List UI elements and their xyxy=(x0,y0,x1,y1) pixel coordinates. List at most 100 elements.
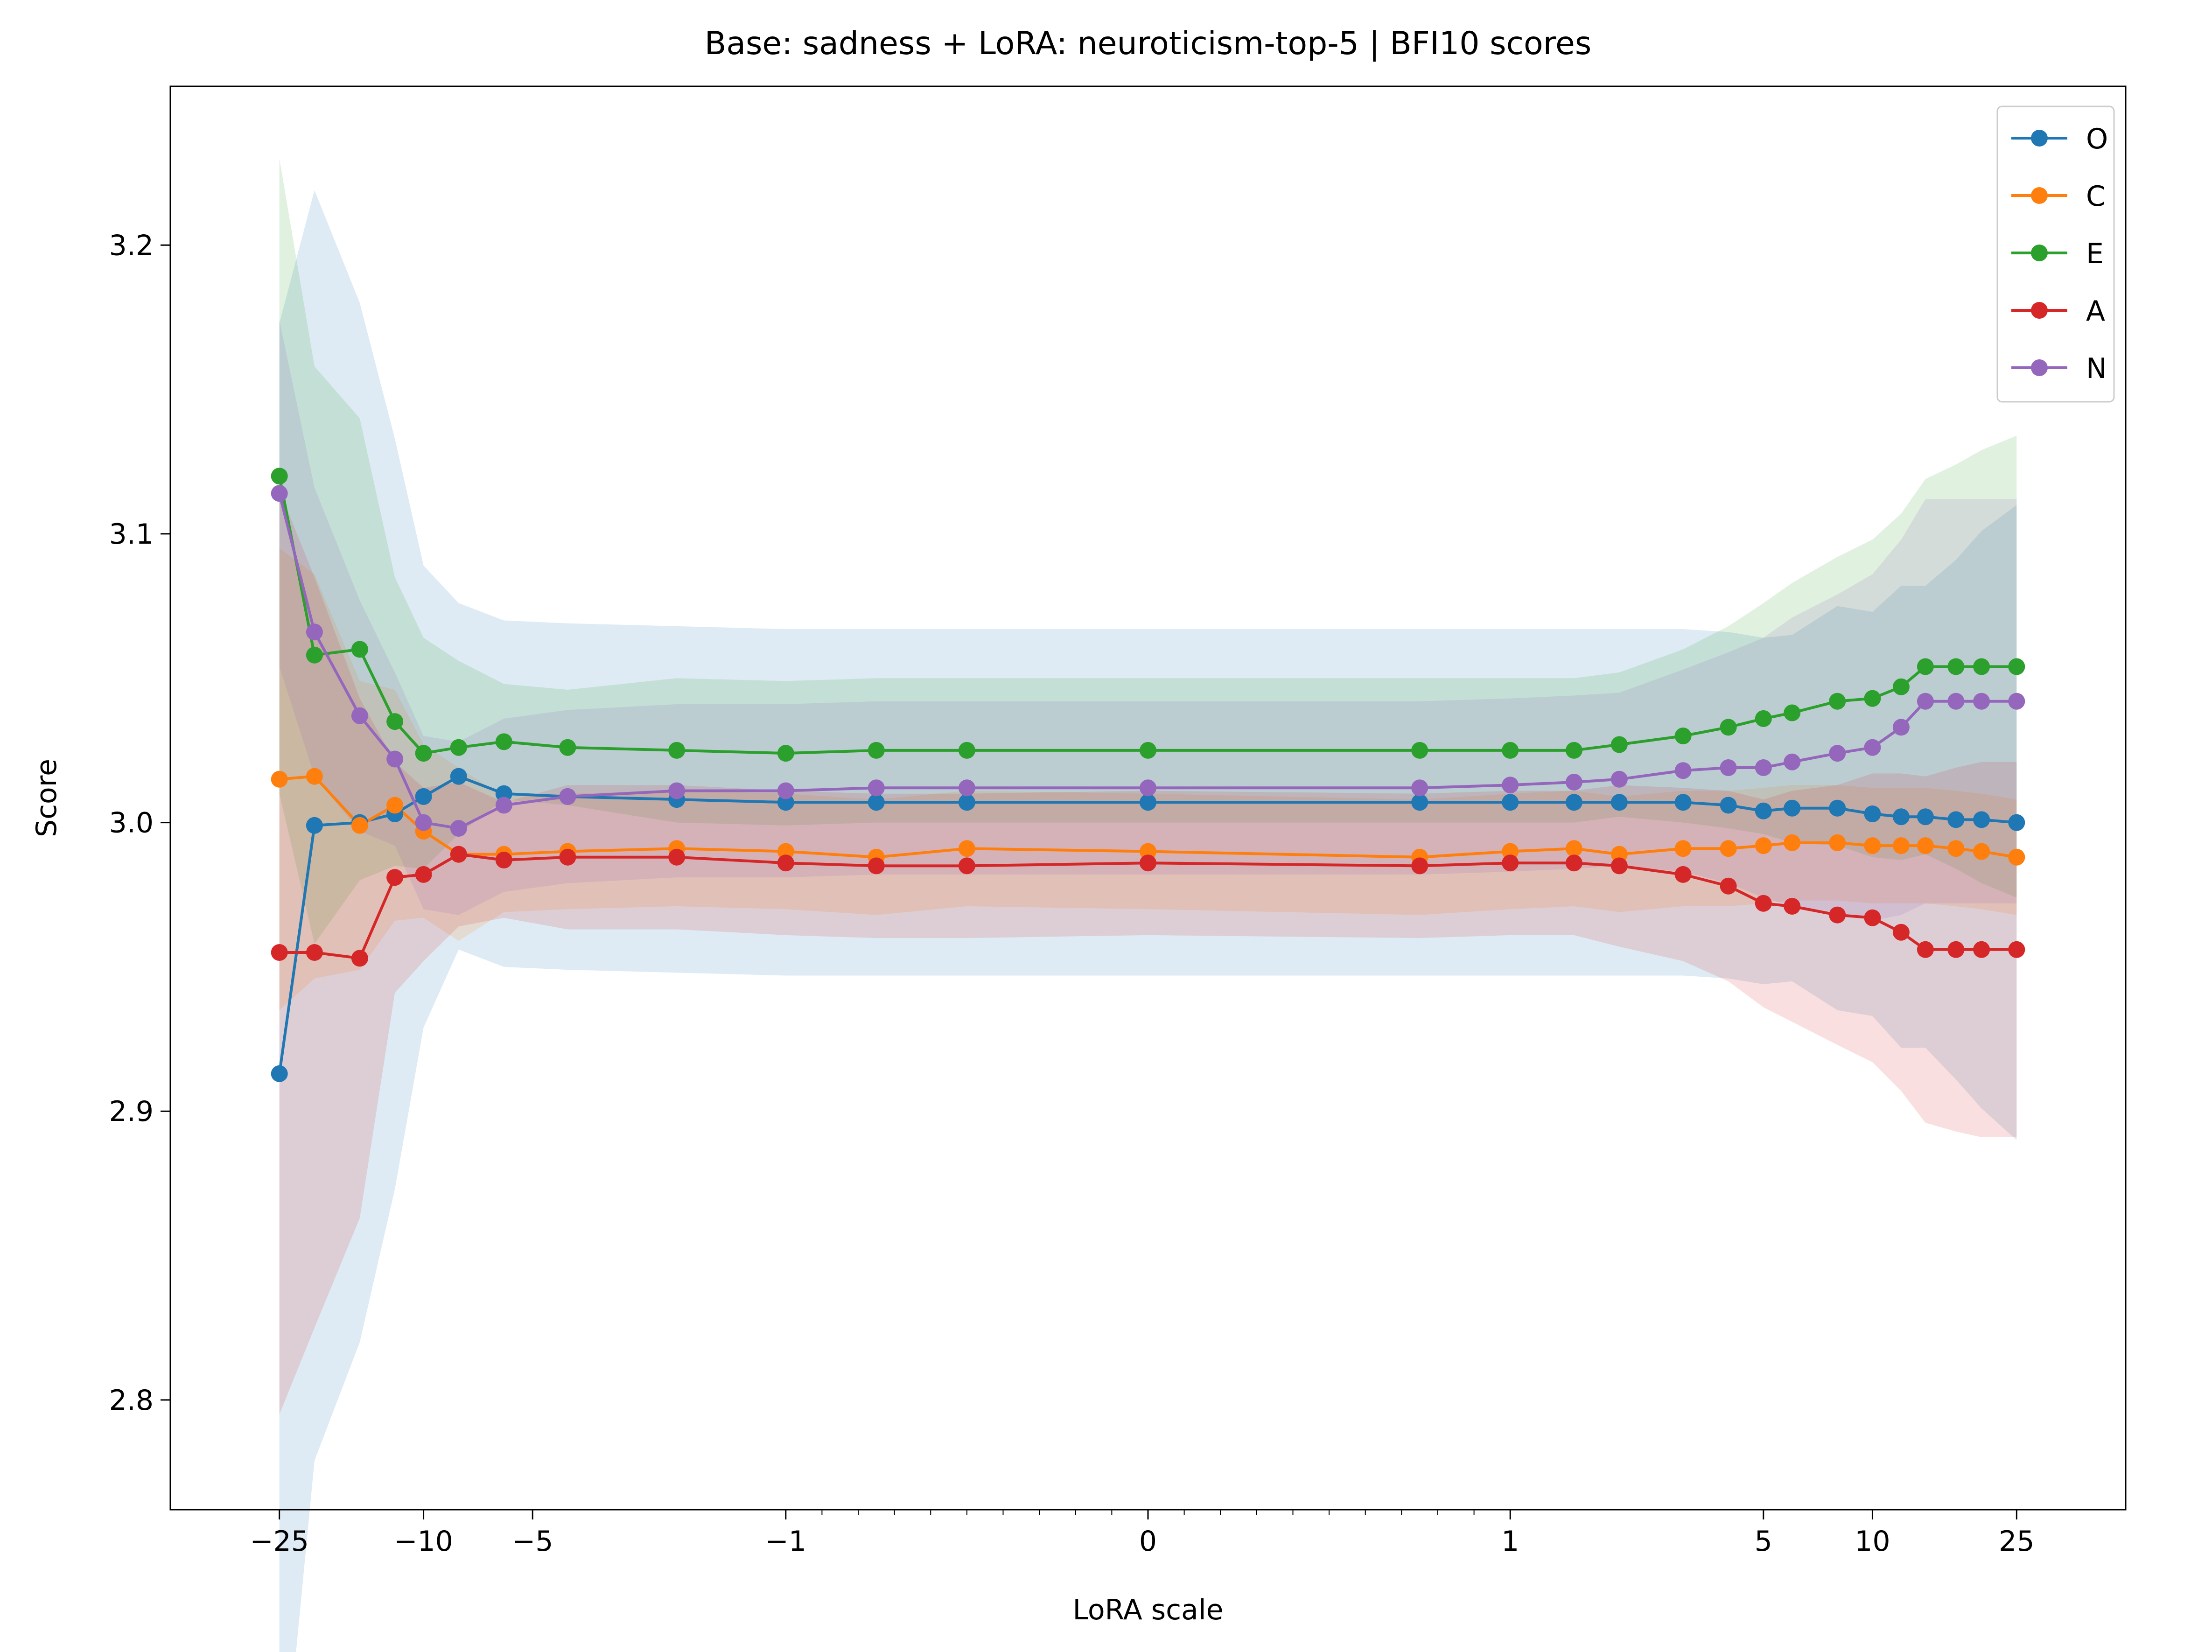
point-a xyxy=(1829,907,1846,924)
point-e xyxy=(1973,658,1990,675)
point-a xyxy=(1864,910,1881,926)
point-n xyxy=(777,783,794,799)
x-tick-label: 25 xyxy=(1999,1525,2034,1558)
point-a xyxy=(1411,857,1428,874)
point-o xyxy=(1611,794,1628,811)
point-e xyxy=(1864,690,1881,707)
point-c xyxy=(1720,840,1737,857)
point-o xyxy=(1829,800,1846,817)
point-a xyxy=(668,849,685,866)
point-e xyxy=(1611,736,1628,753)
point-c xyxy=(1675,840,1692,857)
point-e xyxy=(1675,728,1692,744)
point-a xyxy=(306,944,323,961)
point-a xyxy=(1973,941,1990,958)
point-a xyxy=(2008,941,2025,958)
point-o xyxy=(1566,794,1582,811)
point-a xyxy=(559,849,576,866)
point-o xyxy=(1893,808,1910,825)
x-tick-label: −5 xyxy=(512,1525,553,1558)
point-e xyxy=(1720,719,1737,735)
point-c xyxy=(351,817,368,834)
point-n xyxy=(1140,779,1156,796)
point-a xyxy=(1140,854,1156,871)
point-o xyxy=(1973,811,1990,828)
point-a xyxy=(1755,895,1772,912)
x-axis-label: LoRA scale xyxy=(1072,1594,1223,1626)
point-o xyxy=(1502,794,1519,811)
point-n xyxy=(496,797,512,814)
point-a xyxy=(1611,857,1628,874)
point-a xyxy=(1784,898,1800,915)
point-a xyxy=(1893,924,1910,941)
point-c xyxy=(1755,837,1772,854)
point-n xyxy=(351,707,368,724)
point-o xyxy=(415,788,432,805)
point-n xyxy=(1720,759,1737,776)
point-e xyxy=(1917,658,1934,675)
x-tick-label: 10 xyxy=(1855,1525,1890,1558)
point-o xyxy=(271,1065,288,1082)
legend-label-o: O xyxy=(2086,123,2108,155)
point-a xyxy=(1947,941,1964,958)
point-e xyxy=(1947,658,1964,675)
point-e xyxy=(1566,742,1582,759)
point-a xyxy=(351,950,368,966)
point-o xyxy=(868,794,885,811)
point-n xyxy=(306,623,323,640)
x-tick-label: 5 xyxy=(1755,1525,1772,1558)
point-a xyxy=(868,857,885,874)
point-a xyxy=(1720,878,1737,895)
point-o xyxy=(1720,797,1737,814)
point-n xyxy=(1893,719,1910,735)
point-a xyxy=(271,944,288,961)
point-c xyxy=(1947,840,1964,857)
point-e xyxy=(415,745,432,762)
point-e xyxy=(306,647,323,664)
legend-marker-n xyxy=(2031,359,2048,376)
point-a xyxy=(450,846,467,863)
point-o xyxy=(1864,805,1881,822)
point-a xyxy=(1566,854,1582,871)
legend-label-e: E xyxy=(2086,238,2104,270)
point-e xyxy=(450,739,467,756)
point-n xyxy=(1755,759,1772,776)
point-n xyxy=(1784,754,1800,770)
legend-label-a: A xyxy=(2086,295,2105,328)
y-tick-label: 2.9 xyxy=(109,1095,154,1128)
point-a xyxy=(959,857,975,874)
y-tick-label: 3.0 xyxy=(109,807,154,840)
point-n xyxy=(1829,745,1846,762)
point-n xyxy=(868,779,885,796)
point-e xyxy=(1502,742,1519,759)
point-c xyxy=(306,768,323,785)
point-n xyxy=(386,751,403,768)
point-a xyxy=(777,854,794,871)
x-tick-label: 1 xyxy=(1501,1525,1519,1558)
point-o xyxy=(2008,814,2025,831)
chart-title: Base: sadness + LoRA: neuroticism-top-5 … xyxy=(705,25,1592,62)
point-e xyxy=(2008,658,2025,675)
point-o xyxy=(1411,794,1428,811)
point-c xyxy=(1829,834,1846,851)
point-e xyxy=(1893,679,1910,695)
point-c xyxy=(1917,837,1934,854)
point-e xyxy=(559,739,576,756)
point-e xyxy=(1829,693,1846,710)
point-e xyxy=(386,713,403,730)
point-o xyxy=(1947,811,1964,828)
point-n xyxy=(1864,739,1881,756)
point-n xyxy=(1675,762,1692,779)
point-e xyxy=(271,468,288,484)
point-o xyxy=(1784,800,1800,817)
point-c xyxy=(1864,837,1881,854)
point-o xyxy=(306,817,323,834)
point-n xyxy=(450,820,467,837)
point-e xyxy=(668,742,685,759)
legend-label-n: N xyxy=(2086,352,2107,385)
point-c xyxy=(959,840,975,857)
point-n xyxy=(1502,777,1519,793)
point-a xyxy=(1917,941,1934,958)
point-e xyxy=(777,745,794,762)
point-c xyxy=(386,797,403,814)
